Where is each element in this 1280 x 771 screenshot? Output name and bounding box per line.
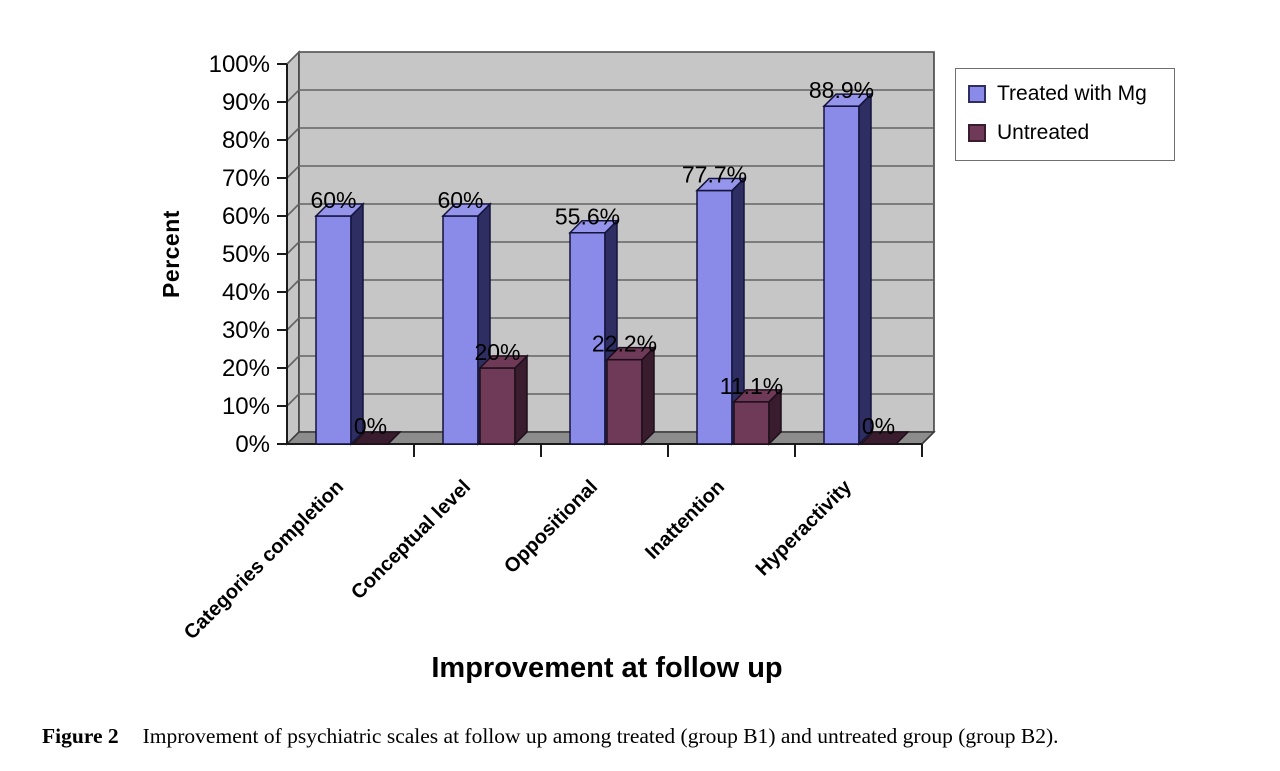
data-label: 0% [354, 413, 387, 439]
bar-top-1-1 [478, 355, 529, 369]
bar-front-0-1 [442, 215, 479, 445]
y-tick-label: 70% [222, 165, 270, 192]
gridline-connector [286, 317, 300, 331]
figure-caption-text: Improvement of psychiatric scales at fol… [142, 724, 1059, 748]
bar-top-1-2 [605, 346, 656, 361]
data-label: 60% [437, 187, 483, 213]
legend-item-treated: Treated with Mg [968, 79, 1164, 109]
gridline-connector [286, 355, 300, 369]
bar-front-0-0 [315, 215, 352, 445]
data-label: 60% [310, 187, 356, 213]
bar-front-1-1 [479, 367, 516, 445]
y-tick-label: 40% [222, 279, 270, 306]
legend-label-untreated: Untreated [997, 121, 1090, 144]
gridline-connector [286, 89, 300, 103]
x-axis-title: Improvement at follow up [431, 652, 783, 684]
data-label: 55.6% [555, 204, 620, 230]
y-tick-label: 100% [209, 51, 270, 78]
gridline-connector [286, 393, 300, 407]
bar-top-1-3 [732, 389, 783, 403]
y-axis-title: Percent [158, 210, 184, 298]
bar-side-0-0 [350, 202, 364, 446]
bar-front-0-2 [569, 231, 606, 445]
gridline-connector [286, 203, 300, 217]
figure-caption: Figure 2 Improvement of psychiatric scale… [42, 724, 1252, 749]
bar-zero-1-0 [351, 431, 402, 445]
y-tick-label: 10% [222, 393, 270, 420]
bar-top-0-0 [314, 203, 365, 217]
gridline-connector [286, 51, 300, 65]
y-tick-label: 0% [235, 431, 270, 458]
y-tick-label: 80% [222, 127, 270, 154]
legend-swatch-treated-icon [968, 85, 986, 103]
data-label: 77.7% [682, 162, 747, 188]
data-label: 20% [474, 339, 520, 365]
y-tick-label: 50% [222, 241, 270, 268]
gridline-connector [286, 127, 300, 141]
floor-bevel-edge [921, 431, 935, 445]
category-label: Categories completion [180, 476, 348, 644]
bar-front-1-2 [606, 358, 643, 445]
data-label: 0% [862, 413, 895, 439]
data-label: 22.2% [592, 331, 657, 357]
chart-canvas: 0% 10% 20% 30% 40% 50% 60% 70% 80% 90% 100% 60% 0% 60… [180, 50, 936, 644]
y-tick-label: 20% [222, 355, 270, 382]
gridline-connector [286, 241, 300, 255]
data-label: 88.9% [809, 77, 874, 103]
bar-zero-1-4 [859, 431, 910, 445]
gridline-connector [286, 165, 300, 179]
bar-front-0-4 [823, 105, 860, 445]
legend-item-untreated: Untreated [968, 118, 1164, 148]
bar-side-1-1 [514, 354, 528, 446]
category-label: Hyperactivity [752, 475, 857, 580]
y-tick-label: 60% [222, 203, 270, 230]
chart-area: 0% 10% 20% 30% 40% 50% 60% 70% 80% 90% 100% 60% 0% 60… [158, 50, 1175, 684]
bar-front-0-3 [696, 189, 733, 445]
category-label: Inattention [641, 476, 729, 564]
legend-swatch-untreated-icon [968, 124, 986, 142]
bar-top-0-2 [568, 219, 619, 234]
y-tick-label: 30% [222, 317, 270, 344]
gridline-connector [286, 279, 300, 293]
bar-top-0-3 [695, 177, 746, 192]
bar-side-1-2 [641, 345, 655, 446]
figure-caption-label: Figure 2 [42, 724, 119, 748]
y-tick-label: 90% [222, 89, 270, 116]
bar-top-0-4 [822, 93, 873, 107]
legend: Treated with Mg Untreated [955, 68, 1175, 161]
data-label: 11.1% [720, 373, 784, 399]
bar-top-0-1 [441, 203, 492, 217]
category-label: Conceptual level [347, 476, 475, 604]
legend-label-treated: Treated with Mg [997, 82, 1147, 105]
bar-front-1-3 [733, 401, 770, 445]
bar-side-0-4 [858, 92, 872, 446]
category-label: Oppositional [500, 476, 602, 578]
